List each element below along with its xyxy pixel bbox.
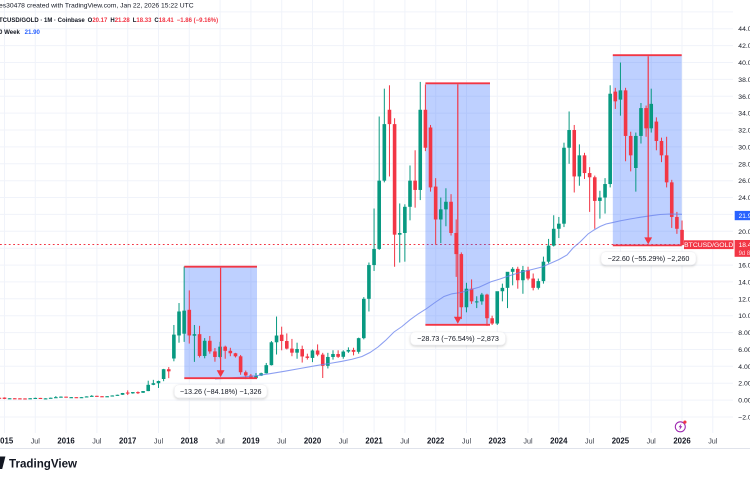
svg-text:2026: 2026 — [673, 436, 691, 445]
svg-text:38.00: 38.00 — [738, 77, 750, 84]
svg-text:Jul: Jul — [462, 436, 472, 445]
svg-text:−22.60 (−55.29%) −2,260: −22.60 (−55.29%) −2,260 — [608, 254, 690, 263]
svg-text:−13.26 (−84.18%) −1,326: −13.26 (−84.18%) −1,326 — [180, 387, 262, 396]
svg-text:34.00: 34.00 — [738, 111, 750, 118]
svg-text:40.00: 40.00 — [738, 60, 750, 67]
svg-text:−28.73 (−76.54%) −2,873: −28.73 (−76.54%) −2,873 — [417, 334, 499, 343]
svg-text:Jul: Jul — [708, 436, 718, 445]
svg-text:Jul: Jul — [154, 436, 164, 445]
svg-text:2021: 2021 — [365, 436, 383, 445]
svg-text:TCUSD/GOLD · 1M · Coinbase O20: TCUSD/GOLD · 1M · Coinbase O20.17 H21.28… — [0, 18, 218, 24]
svg-text:−2.00: −2.00 — [738, 415, 750, 422]
svg-text:42.00: 42.00 — [738, 43, 750, 50]
svg-text:2022: 2022 — [427, 436, 445, 445]
svg-text:2.00: 2.00 — [738, 381, 750, 388]
svg-text:2024: 2024 — [550, 436, 568, 445]
svg-text:0 Week 21.90: 0 Week 21.90 — [0, 29, 40, 36]
svg-text:14.00: 14.00 — [738, 279, 750, 286]
svg-text:Jul: Jul — [585, 436, 595, 445]
svg-text:26.00: 26.00 — [738, 178, 750, 185]
svg-text:24.00: 24.00 — [738, 195, 750, 202]
svg-text:es30478 created with TradingVi: es30478 created with TradingView.com, Ja… — [0, 3, 194, 10]
svg-text:Jul: Jul — [400, 436, 410, 445]
svg-text:Jul: Jul — [523, 436, 533, 445]
svg-text:20.00: 20.00 — [738, 229, 750, 236]
svg-text:Jul: Jul — [215, 436, 225, 445]
svg-text:BTCUSD/GOLD: BTCUSD/GOLD — [684, 242, 733, 249]
svg-text:Jul: Jul — [339, 436, 349, 445]
svg-text:2019: 2019 — [242, 436, 260, 445]
svg-text:32.00: 32.00 — [738, 128, 750, 135]
svg-text:Jul: Jul — [92, 436, 102, 445]
svg-text:44.00: 44.00 — [738, 26, 750, 33]
svg-text:2023: 2023 — [489, 436, 507, 445]
svg-text:21.90: 21.90 — [739, 213, 750, 220]
svg-text:2016: 2016 — [57, 436, 75, 445]
svg-text:10.00: 10.00 — [738, 313, 750, 320]
svg-text:6.00: 6.00 — [738, 347, 750, 354]
svg-text:TradingView: TradingView — [9, 457, 78, 470]
svg-text:2015: 2015 — [0, 436, 14, 445]
svg-text:18.41: 18.41 — [739, 242, 750, 249]
svg-text:9d 8h: 9d 8h — [739, 251, 750, 257]
svg-text:28.00: 28.00 — [738, 161, 750, 168]
svg-text:2020: 2020 — [304, 436, 322, 445]
svg-text:Jul: Jul — [647, 436, 657, 445]
svg-text:16.00: 16.00 — [738, 263, 750, 270]
svg-text:2018: 2018 — [181, 436, 199, 445]
svg-text:30.00: 30.00 — [738, 144, 750, 151]
svg-text:Jul: Jul — [277, 436, 287, 445]
svg-text:0.00: 0.00 — [738, 398, 750, 405]
svg-text:Jul: Jul — [31, 436, 41, 445]
svg-text:12.00: 12.00 — [738, 296, 750, 303]
svg-text:8.00: 8.00 — [738, 330, 750, 337]
svg-text:36.00: 36.00 — [738, 94, 750, 101]
svg-text:4.00: 4.00 — [738, 364, 750, 371]
svg-text:2025: 2025 — [612, 436, 630, 445]
svg-text:2017: 2017 — [119, 436, 136, 445]
